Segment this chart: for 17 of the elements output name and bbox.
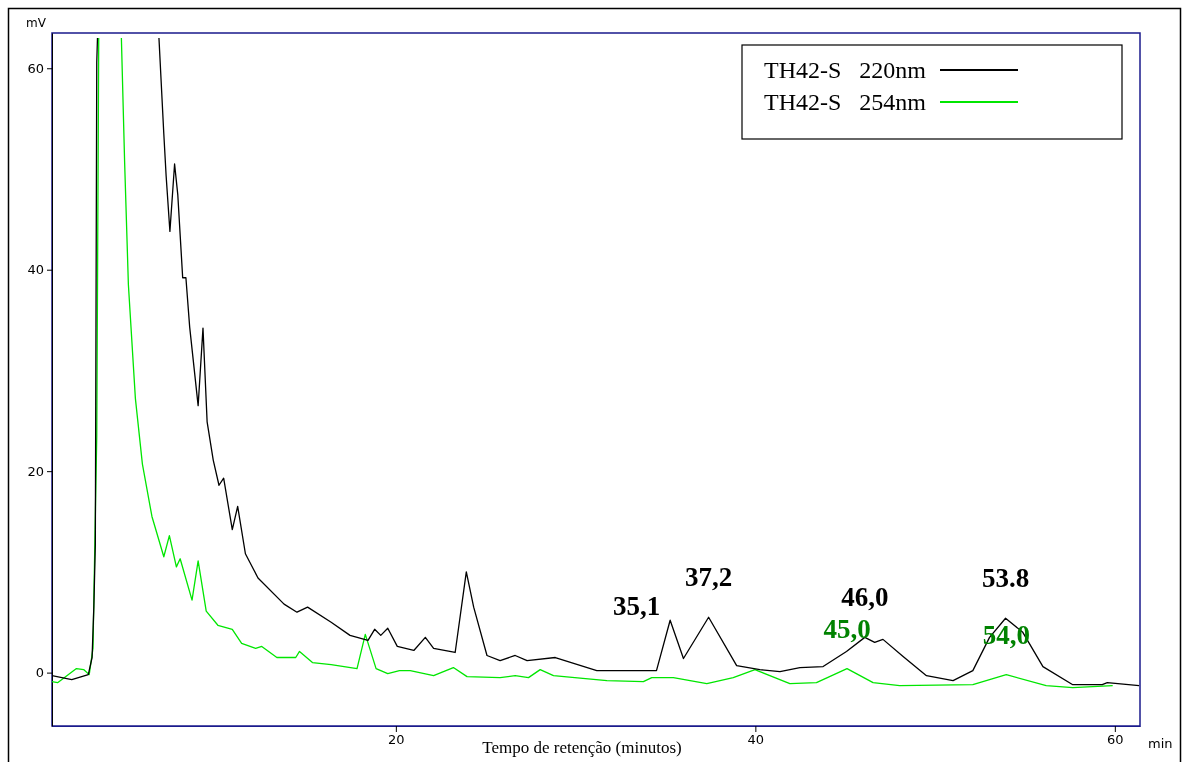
annotation: 46,0 [841,582,889,613]
x-tick-label: 60 [1107,732,1124,748]
x-tick-label: 20 [388,732,405,748]
annotation: 45,0 [823,613,871,644]
y-tick-label: 60 [27,60,44,76]
legend-label: TH42-S 220nm [764,57,927,83]
legend-label: TH42-S 254nm [764,89,927,115]
y-axis-title: mV [26,16,47,30]
x-tick-label: 40 [747,732,765,748]
annotation: 53.8 [981,563,1030,594]
annotation: 37,2 [684,562,733,593]
y-tick-label: 0 [35,665,44,681]
text: min [1148,736,1173,751]
y-tick-label: 20 [27,463,44,479]
x-axis-title: Tempo de retenção (minutos) [482,738,682,757]
annotation: 35,1 [612,591,661,622]
y-tick-label: 40 [27,262,44,278]
